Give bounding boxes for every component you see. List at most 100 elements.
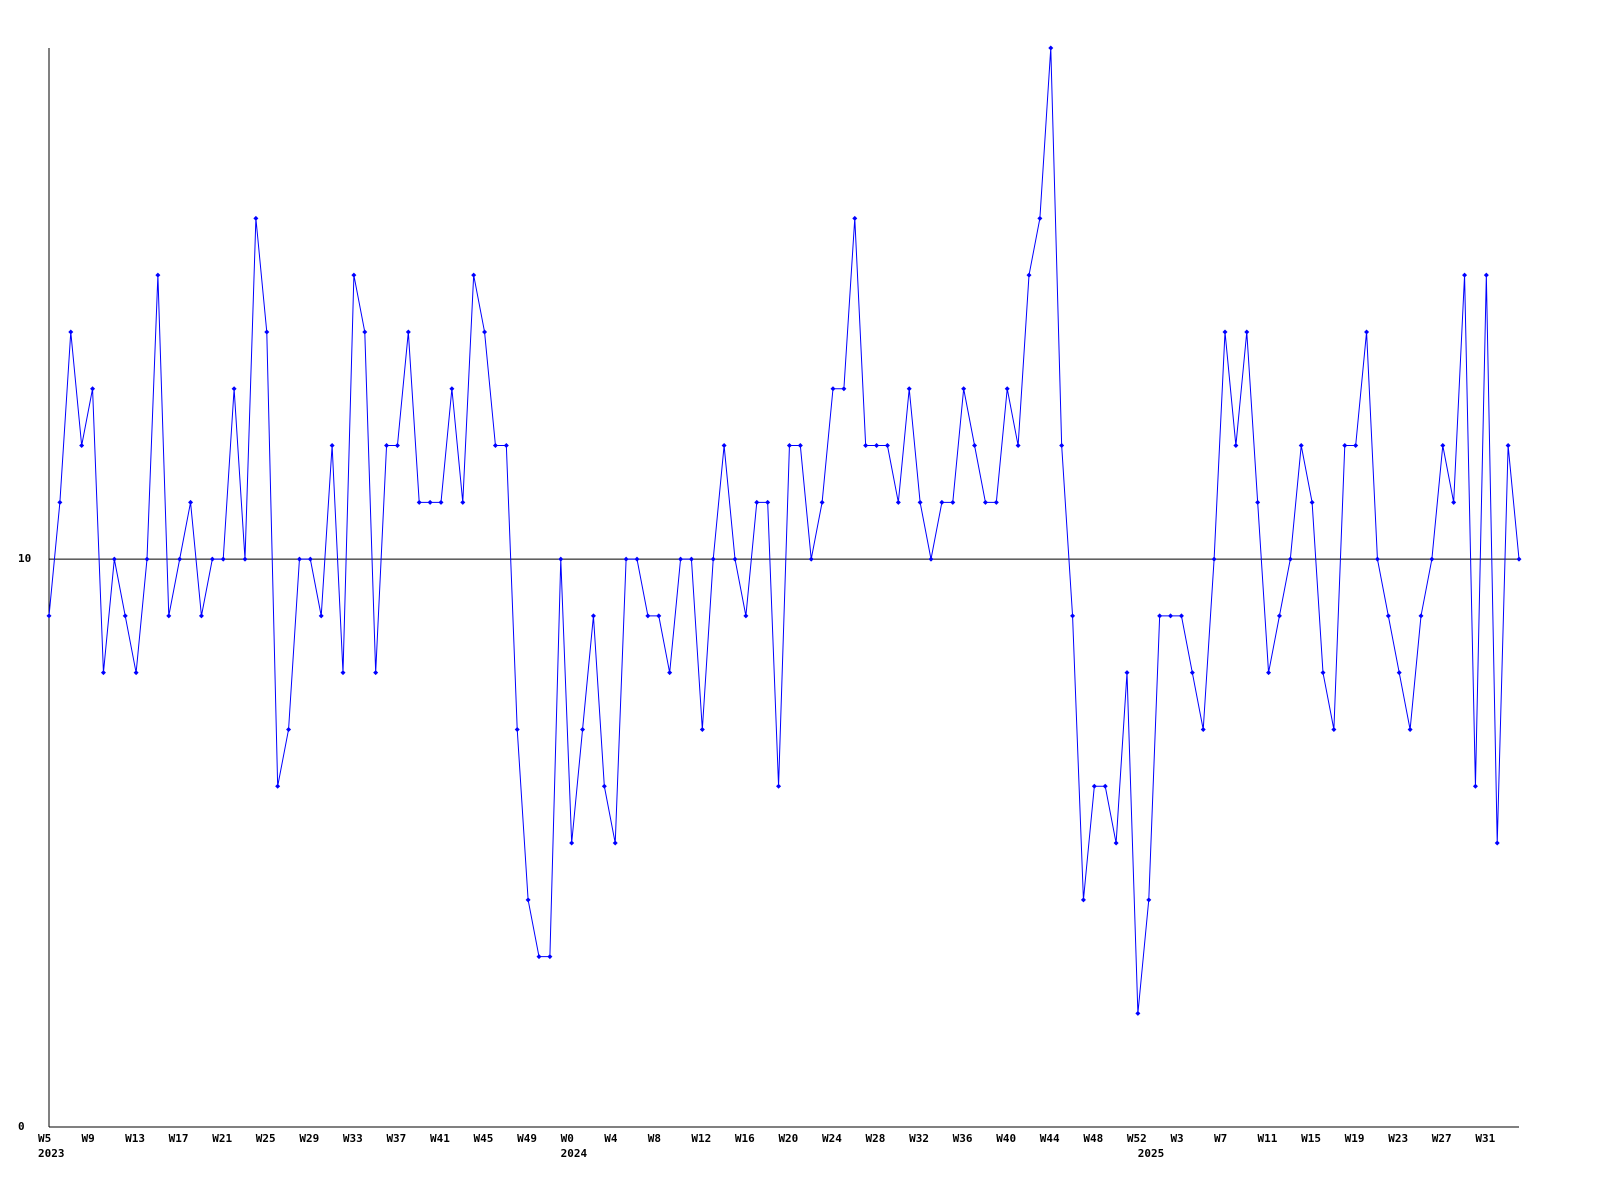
data-point [601,783,607,789]
data-point [329,443,335,449]
data-point [1157,613,1163,619]
x-tick-label: W41 [430,1132,450,1145]
x-tick-label: W24 [822,1132,842,1145]
data-point [362,329,368,335]
x-tick-label: W37 [386,1132,406,1145]
data-point [1505,443,1511,449]
x-tick-label: W29 [299,1132,319,1145]
data-point [1429,556,1435,562]
data-point [841,386,847,392]
data-point [754,499,760,505]
data-point [580,726,586,732]
data-point [863,443,869,449]
data-point [993,499,999,505]
data-point [384,443,390,449]
data-point [264,329,270,335]
y-tick-label: 0 [18,1120,25,1133]
data-point [405,329,411,335]
data-point [874,443,880,449]
data-point [710,556,716,562]
data-point [231,386,237,392]
data-point [177,556,183,562]
data-point [275,783,281,789]
data-point [307,556,313,562]
data-point [1320,670,1326,676]
x-tick-label: W12 [691,1132,711,1145]
data-point [797,443,803,449]
data-point [590,613,596,619]
data-point [776,783,782,789]
data-point [547,954,553,960]
data-point [678,556,684,562]
data-point [895,499,901,505]
data-point [1374,556,1380,562]
data-point [286,726,292,732]
data-point [1015,443,1021,449]
data-point [1418,613,1424,619]
data-point [1331,726,1337,732]
data-point [699,726,705,732]
x-tick-label: W5 [38,1132,51,1145]
data-point [242,556,248,562]
data-point [79,443,85,449]
data-point [514,726,520,732]
x-tick-label: W15 [1301,1132,1321,1145]
data-point [1516,556,1522,562]
data-point [612,840,618,846]
data-point [318,613,324,619]
data-point [1342,443,1348,449]
x-tick-label: W48 [1083,1132,1103,1145]
data-point [394,443,400,449]
data-point [1200,726,1206,732]
data-point [1396,670,1402,676]
x-tick-label: W33 [343,1132,363,1145]
data-point [982,499,988,505]
data-point [1048,45,1054,51]
data-point [1309,499,1315,505]
x-tick-label: W45 [474,1132,494,1145]
data-point [482,329,488,335]
data-point [1059,443,1065,449]
data-point [1189,670,1195,676]
data-point [1353,443,1359,449]
data-point [209,556,215,562]
x-tick-label: W19 [1345,1132,1365,1145]
data-point [732,556,738,562]
data-point [122,613,128,619]
data-point [111,556,117,562]
data-point [536,954,542,960]
data-point [819,499,825,505]
data-point [144,556,150,562]
year-label: 2024 [561,1147,588,1160]
data-point [1483,272,1489,278]
data-point [1135,1010,1141,1016]
data-point [351,272,357,278]
data-point [1178,613,1184,619]
data-point [569,840,575,846]
data-point [1146,897,1152,903]
data-point [1026,272,1032,278]
x-tick-label: W4 [604,1132,618,1145]
data-point [1462,272,1468,278]
data-point [1451,499,1457,505]
data-point [1168,613,1174,619]
x-tick-label: W28 [866,1132,886,1145]
data-point [1364,329,1370,335]
data-point [525,897,531,903]
data-point [460,499,466,505]
x-tick-label: W9 [82,1132,95,1145]
data-point [928,556,934,562]
data-point [950,499,956,505]
data-point [1255,499,1261,505]
data-point [830,386,836,392]
data-point [808,556,814,562]
x-tick-label: W23 [1388,1132,1408,1145]
data-point [1091,783,1097,789]
data-point [852,215,858,221]
x-tick-label: W7 [1214,1132,1227,1145]
data-point [743,613,749,619]
data-point [1276,613,1282,619]
data-point [1211,556,1217,562]
data-point [1407,726,1413,732]
